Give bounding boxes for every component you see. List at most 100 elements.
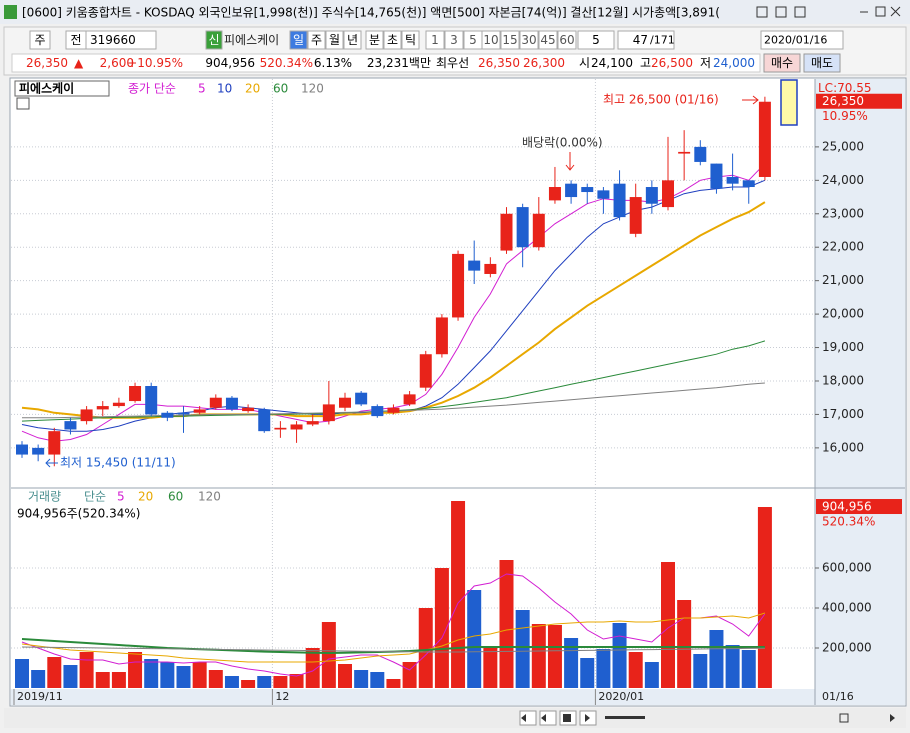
button-label[interactable]: 30 <box>521 33 536 47</box>
candle-body <box>532 213 545 248</box>
button-label[interactable]: 초 <box>387 33 398 47</box>
candle-body <box>32 447 45 455</box>
volume-bar <box>741 650 756 688</box>
candle-body <box>387 407 400 413</box>
trade-button[interactable] <box>803 53 841 73</box>
legend-ma-label: 종가 단순 <box>128 82 176 96</box>
quote-field: 520.34% <box>260 56 313 70</box>
candle-body <box>258 409 271 432</box>
quote-field: 6.13% <box>314 56 352 70</box>
code-input[interactable] <box>85 30 157 50</box>
candle-body <box>678 151 691 154</box>
button-label[interactable]: 5 <box>592 33 600 47</box>
button[interactable] <box>401 30 420 50</box>
next-slot <box>780 79 798 126</box>
candle-body <box>177 412 190 415</box>
button-label[interactable]: 년 <box>347 33 358 47</box>
button[interactable] <box>481 30 501 50</box>
volume-bar <box>144 659 159 688</box>
button[interactable] <box>383 30 402 50</box>
button-label[interactable]: 1 <box>431 33 439 47</box>
button-label[interactable]: 60 <box>559 33 574 47</box>
volume-bar <box>241 680 256 688</box>
title-bar <box>0 0 910 24</box>
button-label[interactable]: 틱 <box>405 33 416 47</box>
button[interactable] <box>325 30 344 50</box>
low-annotation: 최저 15,450 (11/11) <box>60 456 176 470</box>
volume-bar <box>693 654 708 688</box>
button-label[interactable]: 일 <box>293 33 304 47</box>
button[interactable] <box>307 30 326 50</box>
volume-bar <box>547 625 562 688</box>
high-annotation: 최고 26,500 (01/16) <box>603 93 719 107</box>
volume-bar <box>677 600 692 688</box>
event-annotation: 배당락(0.00%) <box>522 136 603 150</box>
button-label[interactable]: 15 <box>502 33 517 47</box>
y-tick-label: 25,000 <box>822 139 864 153</box>
quote-field: 24,000 <box>713 56 755 70</box>
lc-tag: LC:70.55 <box>818 81 871 95</box>
cursor-date: 01/16 <box>822 690 854 703</box>
y-tick-label: 23,000 <box>822 206 864 220</box>
trade-button[interactable] <box>763 53 801 73</box>
app-icon <box>4 5 17 19</box>
candle-body <box>64 421 77 430</box>
candle-body <box>145 386 158 415</box>
volume-bar <box>95 672 110 688</box>
button[interactable] <box>365 30 384 50</box>
date-input[interactable] <box>760 30 844 50</box>
candle-body <box>193 409 206 413</box>
candle-body <box>371 406 384 417</box>
candle-body <box>274 427 287 430</box>
button-label[interactable]: 5 <box>469 33 477 47</box>
volume-bar <box>273 676 288 688</box>
table-icon[interactable] <box>16 97 30 110</box>
button[interactable] <box>29 30 51 50</box>
stock-name[interactable]: 피에스케이 <box>224 33 279 47</box>
date[interactable]: 2020/01/16 <box>764 34 827 47</box>
button-label[interactable]: 분 <box>369 33 380 47</box>
button[interactable] <box>538 30 558 50</box>
button-label[interactable]: 3 <box>450 33 458 47</box>
candle-body <box>581 187 594 193</box>
button-label[interactable]: 주 <box>34 33 45 47</box>
button-label[interactable]: 주 <box>311 33 322 47</box>
volume-tag-box <box>816 499 902 515</box>
volume-bar <box>644 662 659 688</box>
candle-body <box>565 183 578 198</box>
candle-body <box>419 354 432 388</box>
low-arrow <box>45 458 58 468</box>
button-label[interactable]: 월 <box>329 33 340 47</box>
legend-entry: 120 <box>198 490 221 504</box>
quote-field: +10.95% <box>127 56 183 70</box>
trade-label[interactable]: 매수 <box>771 56 793 70</box>
button[interactable] <box>444 30 464 50</box>
button-label[interactable]: 전 <box>70 33 81 47</box>
volume-bar <box>63 665 78 688</box>
volume-bar <box>31 670 46 688</box>
legend-ma-label: 단순 <box>84 490 106 504</box>
button[interactable] <box>577 30 615 50</box>
legend-entry: 10 <box>217 82 232 96</box>
candle-body <box>468 260 481 271</box>
volume-bar <box>515 610 530 688</box>
button[interactable] <box>343 30 362 50</box>
button[interactable] <box>205 30 223 50</box>
button-label[interactable]: 10 <box>483 33 498 47</box>
button[interactable] <box>289 30 308 50</box>
button[interactable] <box>557 30 577 50</box>
button[interactable] <box>500 30 520 50</box>
button-label[interactable]: 45 <box>540 33 555 47</box>
volume-bar <box>289 674 304 688</box>
button[interactable] <box>519 30 539 50</box>
button-label[interactable]: 신 <box>208 33 219 47</box>
button[interactable] <box>425 30 445 50</box>
scroll-controls <box>519 710 895 726</box>
volume-bar <box>757 507 772 688</box>
quote-field: ▲ <box>74 56 84 70</box>
volume-bar <box>709 630 724 688</box>
volume-bar <box>451 501 466 688</box>
x-tick-label: 12 <box>275 690 289 703</box>
code[interactable]: 319660 <box>90 33 136 47</box>
trade-label[interactable]: 매도 <box>811 56 833 70</box>
